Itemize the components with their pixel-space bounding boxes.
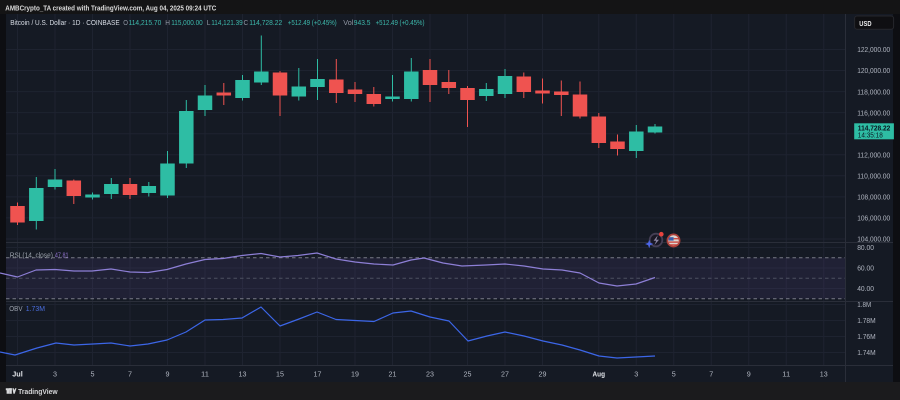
svg-text:13: 13 [820, 369, 828, 378]
svg-text:+512.49 (+0.45%): +512.49 (+0.45%) [376, 18, 425, 27]
svg-text:115,000.00: 115,000.00 [171, 18, 203, 27]
svg-text:Aug: Aug [593, 369, 606, 378]
svg-text:114,728.22: 114,728.22 [858, 123, 891, 132]
svg-text:47.81: 47.81 [55, 253, 69, 260]
svg-text:110,000.00: 110,000.00 [857, 174, 890, 181]
svg-text:23: 23 [426, 369, 434, 378]
svg-text:USD: USD [859, 19, 872, 28]
svg-text:O: O [123, 18, 128, 27]
svg-text:1.8M: 1.8M [857, 302, 871, 309]
svg-text:L: L [207, 18, 211, 27]
svg-text:40.00: 40.00 [857, 286, 874, 293]
svg-text:5: 5 [91, 369, 95, 378]
svg-text:112,000.00: 112,000.00 [857, 153, 890, 160]
svg-text:13: 13 [239, 369, 247, 378]
svg-text:15: 15 [276, 369, 284, 378]
svg-text:11: 11 [201, 369, 209, 378]
svg-text:25: 25 [464, 369, 472, 378]
svg-text:9: 9 [747, 369, 751, 378]
svg-text:120,000.00: 120,000.00 [857, 68, 890, 75]
svg-text:TradingView: TradingView [18, 387, 58, 396]
svg-text:118,000.00: 118,000.00 [857, 89, 890, 96]
svg-text:122,000.00: 122,000.00 [857, 47, 890, 54]
svg-text:11: 11 [782, 369, 790, 378]
svg-text:104,000.00: 104,000.00 [857, 237, 890, 244]
svg-text:C: C [244, 18, 249, 27]
svg-text:108,000.00: 108,000.00 [857, 195, 890, 202]
svg-text:114,728.22: 114,728.22 [249, 18, 282, 27]
svg-text:5: 5 [672, 369, 676, 378]
svg-text:7: 7 [128, 369, 132, 378]
svg-text:21: 21 [389, 369, 397, 378]
svg-text:1.73M: 1.73M [26, 306, 45, 313]
svg-text:17: 17 [314, 369, 322, 378]
svg-text:RSI (14, close): RSI (14, close) [10, 253, 53, 260]
svg-text:Jul: Jul [12, 369, 23, 378]
svg-text:3: 3 [53, 369, 57, 378]
svg-text:116,000.00: 116,000.00 [857, 110, 890, 117]
svg-text:943.5: 943.5 [354, 18, 371, 27]
svg-text:H: H [165, 18, 170, 27]
svg-text:27: 27 [501, 369, 509, 378]
svg-text:7: 7 [709, 369, 713, 378]
svg-text:9: 9 [166, 369, 170, 378]
svg-text:Bitcoin / U.S. Dollar · 1D · C: Bitcoin / U.S. Dollar · 1D · COINBASE [10, 18, 120, 27]
svg-text:106,000.00: 106,000.00 [857, 216, 890, 223]
svg-text:3: 3 [634, 369, 638, 378]
svg-text:114,215.70: 114,215.70 [129, 18, 162, 27]
svg-text:OBV: OBV [9, 306, 23, 313]
svg-text:1.74M: 1.74M [857, 350, 876, 357]
svg-text:80.00: 80.00 [857, 245, 874, 252]
svg-text:1.76M: 1.76M [857, 334, 876, 341]
svg-text:114,121.39: 114,121.39 [211, 18, 243, 27]
svg-text:AMBCrypto_TA created with Trad: AMBCrypto_TA created with TradingView.co… [5, 4, 216, 13]
svg-text:14:35:18: 14:35:18 [858, 133, 883, 140]
svg-text:+512.49 (+0.45%): +512.49 (+0.45%) [288, 18, 337, 27]
svg-text:19: 19 [351, 369, 359, 378]
svg-text:29: 29 [539, 369, 547, 378]
svg-text:60.00: 60.00 [857, 266, 874, 273]
svg-text:1.78M: 1.78M [857, 318, 876, 325]
svg-text:Vol: Vol [343, 18, 353, 27]
